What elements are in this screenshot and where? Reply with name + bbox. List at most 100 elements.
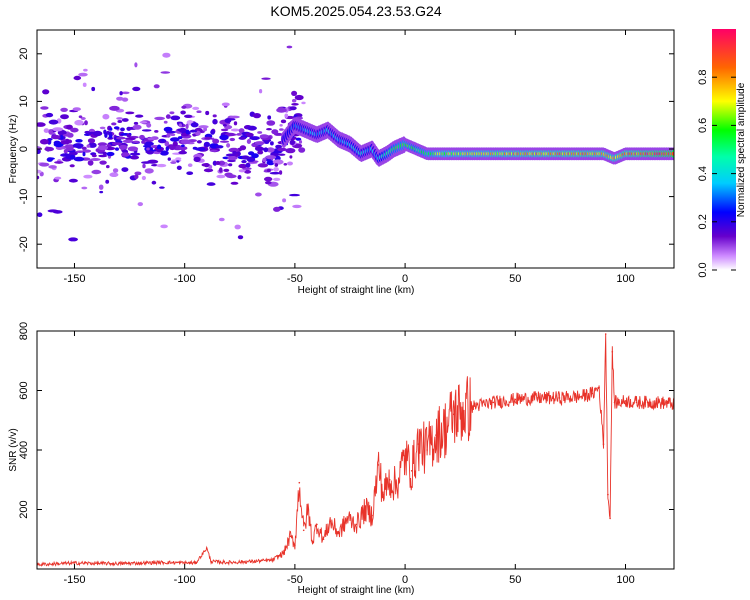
heatmap-blob — [255, 192, 262, 197]
heatmap-blob — [289, 193, 300, 197]
heatmap-blob — [298, 140, 303, 144]
heatmap-blob — [210, 129, 216, 135]
snr-point — [611, 351, 614, 353]
heatmap-blob — [127, 146, 139, 152]
heatmap-blob — [245, 162, 251, 168]
heatmap-blob — [164, 141, 170, 147]
heatmap-blob — [165, 146, 169, 152]
heatmap-blob — [160, 71, 171, 74]
heatmap-blob — [42, 89, 50, 95]
snr-point — [536, 397, 539, 399]
heatmap-blob — [263, 147, 269, 153]
heatmap-blob — [266, 120, 276, 126]
heatmap-blob — [170, 115, 181, 121]
heatmap-blob — [196, 110, 202, 113]
heatmap-blob — [262, 157, 267, 162]
heatmap-blob — [144, 168, 154, 174]
bottom-x-tick-label: 0 — [402, 574, 408, 586]
heatmap-blob — [206, 182, 216, 186]
heatmap-blob — [51, 134, 61, 140]
snr-point — [646, 401, 649, 404]
heatmap-blob — [284, 113, 289, 119]
heatmap-blob — [116, 96, 124, 101]
heatmap-blob — [229, 115, 240, 119]
heatmap-blob — [249, 136, 260, 141]
heatmap-blob — [137, 202, 143, 207]
heatmap-blob — [238, 136, 247, 140]
heatmap-blob — [102, 113, 110, 120]
heatmap-blob — [91, 154, 97, 158]
top-y-tick-label: 10 — [18, 95, 30, 107]
heatmap-blob — [267, 115, 272, 120]
heatmap-blob — [60, 114, 69, 120]
heatmap-blob — [46, 157, 53, 162]
heatmap-blob — [73, 156, 85, 162]
heatmap-blob — [115, 147, 119, 151]
heatmap-blob — [181, 144, 185, 148]
heatmap-blob — [198, 125, 209, 129]
heatmap-blob — [292, 204, 302, 209]
snr-point — [580, 395, 583, 398]
bottom-y-tick-label: 600 — [18, 381, 30, 399]
snr-point — [307, 508, 309, 511]
heatmap-blob — [83, 174, 93, 179]
heatmap-blob — [230, 128, 240, 132]
heatmap-blob — [232, 150, 237, 155]
heatmap-blob — [141, 161, 152, 164]
figure-title: KOM5.2025.054.23.53.G24 — [270, 3, 441, 19]
heatmap-blob — [251, 153, 259, 159]
heatmap-blob — [163, 120, 168, 124]
heatmap-blob — [91, 169, 102, 175]
heatmap-blob — [266, 160, 275, 166]
heatmap-blob — [82, 151, 86, 157]
heatmap-blob — [83, 68, 88, 72]
heatmap-blob — [48, 165, 57, 169]
heatmap-blob — [52, 127, 64, 132]
heatmap-blob — [162, 52, 171, 58]
heatmap-blob — [279, 128, 284, 131]
heatmap-blob — [177, 136, 183, 140]
heatmap-blob — [266, 147, 275, 153]
heatmap-blob — [294, 94, 304, 101]
bottom-x-tick-label: 100 — [616, 574, 634, 586]
heatmap-blob — [37, 212, 43, 217]
heatmap-blob — [215, 145, 224, 149]
heatmap-blob — [170, 161, 177, 165]
heatmap-blob — [113, 126, 120, 130]
heatmap-blob — [175, 157, 182, 161]
heatmap-blob — [277, 147, 287, 152]
heatmap-blob — [99, 160, 107, 165]
heatmap-blob — [64, 144, 76, 149]
heatmap-blob — [276, 107, 287, 113]
bottom-y-tick-label: 400 — [18, 441, 30, 459]
heatmap-blob — [259, 134, 269, 139]
heatmap-blob — [180, 110, 186, 115]
heatmap-blob — [78, 72, 88, 77]
heatmap-blob — [132, 140, 140, 143]
heatmap-blob — [190, 122, 199, 128]
heatmap-blob — [264, 176, 273, 182]
heatmap-blob — [73, 75, 82, 81]
heatmap-blob — [169, 111, 175, 115]
heatmap-blob — [69, 154, 75, 160]
heatmap-blob — [236, 133, 242, 136]
heatmap-blob — [133, 121, 139, 125]
snr-point — [470, 406, 473, 408]
heatmap-blob — [111, 142, 123, 146]
heatmap-blob — [116, 117, 123, 120]
heatmap-blob — [233, 121, 238, 126]
snr-point — [609, 517, 611, 520]
heatmap-blob — [227, 159, 236, 163]
heatmap-blob — [257, 131, 263, 134]
snr-point — [657, 401, 660, 404]
heatmap-blob — [208, 164, 213, 170]
heatmap-blob — [166, 133, 171, 138]
bottom-x-tick-label: -100 — [174, 574, 196, 586]
heatmap-blob — [172, 141, 178, 147]
top-x-tick-label: -150 — [63, 273, 85, 285]
heatmap-blob — [205, 110, 210, 116]
heatmap-blob — [81, 146, 87, 150]
heatmap-blob — [120, 127, 125, 132]
snr-point — [426, 449, 428, 451]
